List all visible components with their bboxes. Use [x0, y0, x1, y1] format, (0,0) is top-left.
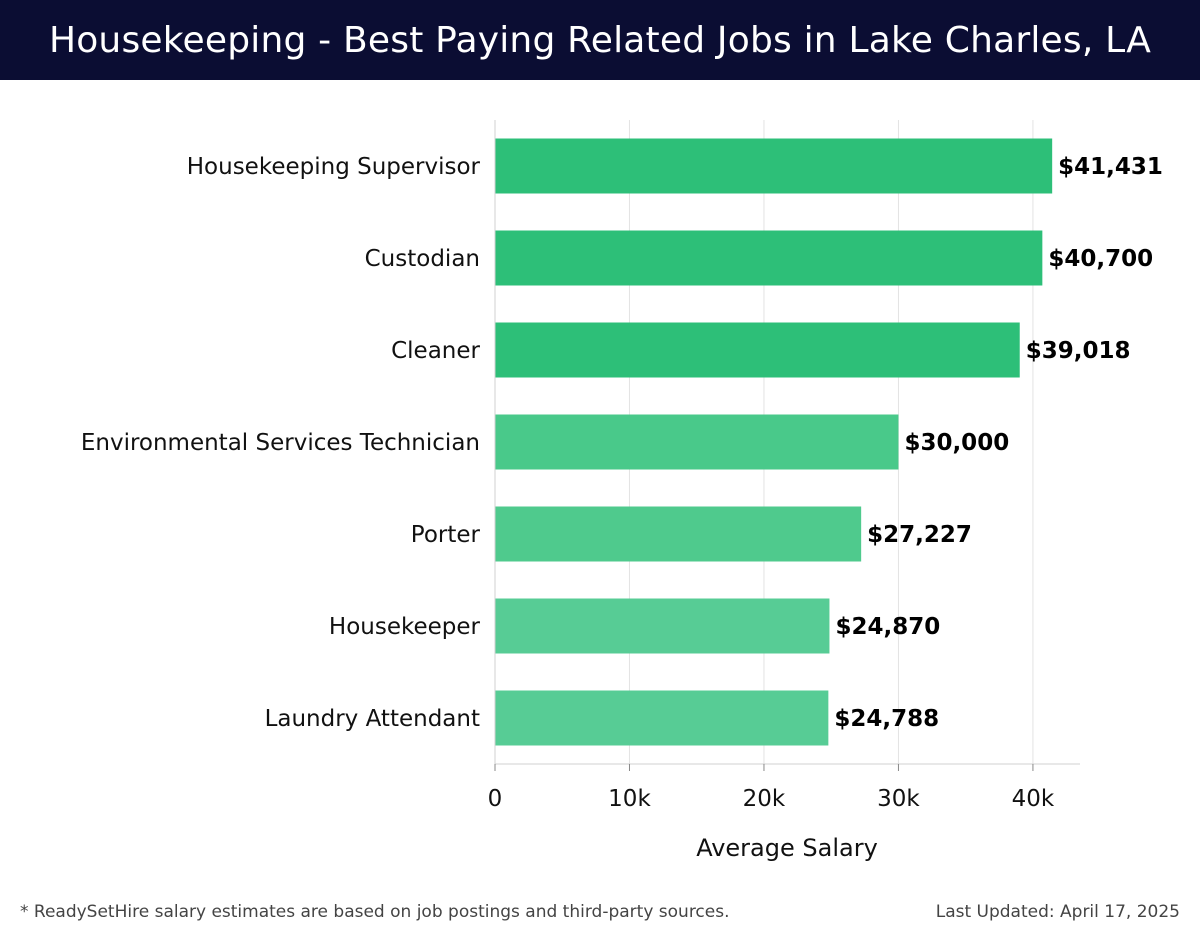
last-updated: Last Updated: April 17, 2025: [935, 902, 1180, 922]
data-label: $30,000: [904, 430, 1009, 456]
data-label: $27,227: [867, 522, 972, 548]
category-label: Porter: [411, 522, 481, 548]
footer-note: * ReadySetHire salary estimates are base…: [20, 902, 730, 922]
bar: [495, 414, 899, 470]
chart-header: Housekeeping - Best Paying Related Jobs …: [0, 0, 1200, 80]
x-axis-label: Average Salary: [696, 834, 878, 862]
data-label: $40,700: [1048, 246, 1153, 272]
x-tick-label: 10k: [608, 786, 651, 812]
category-label: Environmental Services Technician: [81, 430, 480, 456]
x-axis: 0 10k 20k 30k 40k: [488, 120, 1080, 812]
category-label: Housekeeping Supervisor: [187, 154, 481, 180]
category-label: Custodian: [365, 246, 480, 272]
bar: [495, 598, 830, 654]
bar: [495, 506, 862, 562]
x-tick-label: 30k: [877, 786, 920, 812]
bar: [495, 138, 1053, 194]
bar-chart: Housekeeping Supervisor Custodian Cleaner E…: [81, 120, 1163, 862]
category-labels: Housekeeping Supervisor Custodian Cleaner E…: [81, 154, 481, 732]
x-tick-label: 20k: [743, 786, 786, 812]
data-label: $39,018: [1026, 338, 1131, 364]
category-label: Laundry Attendant: [265, 706, 480, 732]
x-tick-label: 0: [488, 786, 503, 812]
data-label: $24,870: [835, 614, 940, 640]
data-label: $41,431: [1058, 154, 1163, 180]
category-label: Cleaner: [391, 338, 480, 364]
x-tick-label: 40k: [1012, 786, 1055, 812]
category-label: Housekeeper: [329, 614, 481, 640]
bar: [495, 230, 1043, 286]
bars: [495, 138, 1053, 746]
data-label: $24,788: [834, 706, 939, 732]
bar: [495, 322, 1020, 378]
bar: [495, 690, 829, 746]
value-labels: $41,431 $40,700 $39,018 $30,000 $27,227 $24,8…: [834, 154, 1163, 732]
chart-title: Housekeeping - Best Paying Related Jobs …: [48, 19, 1152, 61]
